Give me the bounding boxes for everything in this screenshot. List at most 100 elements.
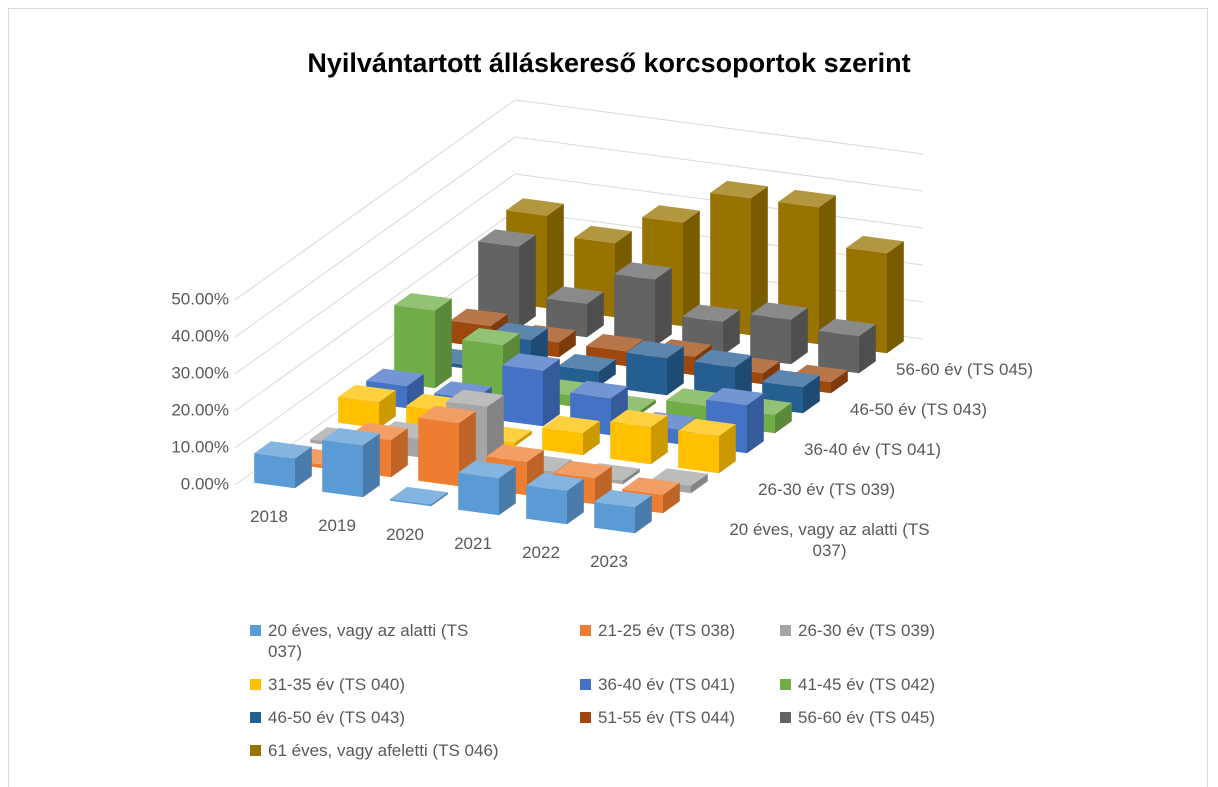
legend: 20 éves, vagy az alatti (TS 037) 21-25 év… xyxy=(250,620,1000,761)
bar-side xyxy=(691,473,708,494)
bar-side xyxy=(599,359,616,387)
bar-top xyxy=(586,334,644,352)
bar-side xyxy=(391,428,408,478)
bar xyxy=(526,473,584,525)
bar-top xyxy=(502,353,560,371)
bar xyxy=(542,415,600,456)
x-tick-label: 2023 xyxy=(590,552,628,571)
bar-side xyxy=(655,267,672,347)
legend-label: 51-55 év (TS 044) xyxy=(598,708,736,727)
bar-side xyxy=(379,390,396,429)
bar xyxy=(682,304,740,356)
bar-side xyxy=(719,424,736,474)
bar xyxy=(254,441,312,489)
bar xyxy=(478,229,536,329)
bar-front xyxy=(678,430,719,474)
bar-top xyxy=(458,460,516,479)
bar-top xyxy=(694,349,752,368)
bar xyxy=(610,409,668,465)
bar-side xyxy=(723,309,740,356)
bar xyxy=(394,293,452,389)
grid-line xyxy=(234,136,924,338)
bar-side xyxy=(663,482,680,514)
bar-side xyxy=(559,330,576,358)
bar-front xyxy=(594,501,635,534)
bar xyxy=(750,302,808,365)
bar-top xyxy=(706,387,764,406)
bar-front xyxy=(322,440,363,498)
bar-front xyxy=(390,498,431,507)
bar-top xyxy=(642,205,700,223)
bar-top xyxy=(322,428,380,446)
legend-swatch xyxy=(250,745,261,756)
x-tick-label: 2018 xyxy=(250,507,288,526)
legend-label: 31-35 év (TS 040) xyxy=(268,675,406,694)
bar-top xyxy=(626,340,684,359)
legend-swatch xyxy=(780,679,791,690)
depth-label: 46-50 év (TS 043) xyxy=(850,400,988,419)
bar-side xyxy=(435,298,452,389)
bar-side xyxy=(635,495,652,534)
bar-side xyxy=(747,393,764,454)
bar-side xyxy=(363,433,380,498)
bar-front xyxy=(542,427,583,456)
bar-side xyxy=(295,446,312,489)
chart-frame xyxy=(8,8,1208,787)
bar-top xyxy=(818,318,876,337)
legend-item: 46-50 év (TS 043) xyxy=(250,707,580,728)
bar xyxy=(594,489,652,534)
legend-item: 61 éves, vagy afeletti (TS 046) xyxy=(250,740,580,761)
bar-top xyxy=(558,354,616,372)
bar-top xyxy=(254,441,312,459)
y-tick-label: 30.00% xyxy=(171,363,229,382)
y-tick-label: 10.00% xyxy=(171,437,229,456)
bar-front xyxy=(458,472,499,516)
bar xyxy=(390,486,448,507)
bar-side xyxy=(639,399,656,416)
bar-top xyxy=(778,189,836,208)
bar-top xyxy=(762,369,820,388)
bar xyxy=(626,340,684,396)
bar-front xyxy=(818,330,859,374)
bar-front xyxy=(750,314,791,365)
bar-side xyxy=(543,358,560,427)
legend-swatch xyxy=(780,712,791,723)
legend-label: 21-25 év (TS 038) xyxy=(598,621,736,640)
bar-top xyxy=(846,235,904,254)
bar-top xyxy=(462,328,520,346)
bar-top xyxy=(366,368,424,386)
bar-side xyxy=(587,291,604,338)
bar-front xyxy=(526,485,567,525)
legend-swatch xyxy=(250,679,261,690)
bar-side xyxy=(819,195,836,345)
bar-side xyxy=(775,402,792,434)
legend-swatch xyxy=(580,679,591,690)
bar-front xyxy=(418,417,459,487)
bar-top xyxy=(446,389,504,407)
bar-top xyxy=(610,409,668,428)
bar-front xyxy=(614,274,655,347)
legend-item: 20 éves, vagy az alatti (TS 037) xyxy=(250,620,580,662)
y-tick-label: 50.00% xyxy=(171,289,229,308)
y-tick-label: 20.00% xyxy=(171,400,229,419)
bar xyxy=(678,418,736,474)
bar-front xyxy=(338,396,379,429)
depth-label: 56-60 év (TS 045) xyxy=(896,360,1034,379)
x-tick-label: 2019 xyxy=(318,516,356,535)
bar-side xyxy=(683,210,700,327)
legend-item: 56-60 év (TS 045) xyxy=(780,707,1000,728)
bar xyxy=(546,286,604,338)
bar-front xyxy=(710,192,751,336)
bar-top xyxy=(506,198,564,216)
bar-side xyxy=(547,203,564,309)
bar xyxy=(502,353,560,427)
bar-side xyxy=(803,375,820,414)
bar-top xyxy=(450,308,508,326)
legend-item: 21-25 év (TS 038) xyxy=(580,620,780,662)
bar-top xyxy=(594,489,652,508)
legend-label: 61 éves, vagy afeletti (TS 046) xyxy=(268,741,499,760)
x-tick-label: 2021 xyxy=(454,534,492,553)
legend-label: 20 éves, vagy az alatti (TS 037) xyxy=(268,621,469,661)
legend-swatch xyxy=(580,625,591,636)
